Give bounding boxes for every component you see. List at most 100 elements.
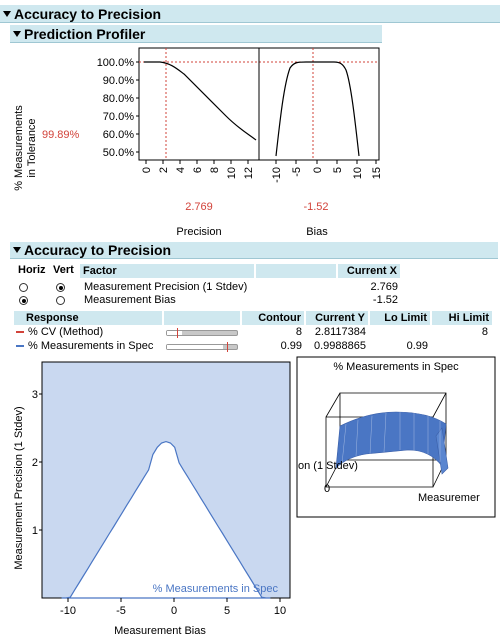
precision-axis-label: Precision bbox=[176, 226, 221, 238]
y-axis-label-line2: in Tolerance bbox=[26, 118, 38, 177]
factor-value[interactable]: 2.769 bbox=[370, 281, 398, 293]
precision-tick: 10 bbox=[226, 167, 238, 179]
hi-limit-header: Hi Limit bbox=[432, 311, 492, 325]
contour-region-label: % Measurements in Spec bbox=[153, 583, 279, 595]
contour-y-tick: 2 bbox=[32, 457, 38, 469]
y-tick: 50.0% bbox=[103, 147, 134, 159]
factor-value[interactable]: -1.52 bbox=[372, 294, 398, 306]
current-x-header-label: Current X bbox=[346, 265, 397, 277]
y-tick: 100.0% bbox=[97, 57, 135, 69]
y-tick: 60.0% bbox=[103, 129, 134, 141]
response-slider[interactable] bbox=[166, 328, 238, 338]
surface-axis-label-right: Measuremer bbox=[418, 492, 480, 504]
contour-x-axis-label: Measurement Bias bbox=[114, 625, 206, 637]
y-tick: 90.0% bbox=[103, 75, 134, 87]
contour-col-label: Contour bbox=[258, 312, 301, 324]
disclosure-icon[interactable] bbox=[13, 30, 21, 37]
lo-limit-label: Lo Limit bbox=[384, 312, 427, 324]
response-slider-fill bbox=[167, 331, 183, 335]
outline-header[interactable]: Accuracy to Precision bbox=[0, 5, 500, 23]
horiz-header: Horiz bbox=[18, 264, 46, 276]
precision-tick: 8 bbox=[209, 167, 221, 173]
response-slider-handle[interactable] bbox=[176, 328, 178, 338]
contour-col-header: Contour bbox=[242, 311, 304, 325]
contour-x-tick: 10 bbox=[274, 605, 286, 617]
horiz-radio-precision[interactable] bbox=[19, 283, 28, 292]
vert-radio-bias[interactable] bbox=[56, 296, 65, 305]
slider-header-spacer bbox=[164, 311, 240, 325]
bias-tick: 0 bbox=[312, 167, 324, 173]
response-slider-handle[interactable] bbox=[227, 342, 229, 352]
bias-tick: 15 bbox=[371, 167, 383, 179]
factor-header: Factor bbox=[80, 264, 254, 278]
precision-tick: 0 bbox=[141, 167, 153, 173]
profiler-title: Prediction Profiler bbox=[24, 25, 146, 42]
contour-title: Accuracy to Precision bbox=[24, 242, 172, 258]
response-swatch bbox=[16, 331, 24, 333]
response-header: Response bbox=[14, 311, 162, 325]
profiler-current-y: 99.89% bbox=[42, 129, 80, 141]
surface-mesh bbox=[335, 411, 449, 475]
contour-y-tick: 3 bbox=[32, 389, 38, 401]
bias-tick: 5 bbox=[332, 167, 344, 173]
surface-axis-label-zero: 0 bbox=[324, 483, 330, 495]
bias-tick: -5 bbox=[291, 167, 303, 177]
precision-tick: 6 bbox=[192, 167, 204, 173]
prediction-profiler: % Measurements in Tolerance 99.89% 100.0… bbox=[13, 47, 383, 238]
factor-name: Measurement Bias bbox=[84, 294, 176, 306]
response-hi-limit[interactable]: 8 bbox=[481, 326, 488, 338]
surface-plot-title: % Measurements in Spec bbox=[333, 361, 459, 373]
vert-header: Vert bbox=[53, 264, 74, 276]
contour-x-tick: 0 bbox=[171, 605, 177, 617]
surface-mesh-lines bbox=[341, 412, 441, 465]
factor-name: Measurement Precision (1 Stdev) bbox=[84, 281, 248, 293]
surface-axis-label-left: on (1 Stdev) bbox=[298, 460, 358, 472]
bias-axis-label: Bias bbox=[306, 226, 328, 238]
current-y-header: Current Y bbox=[306, 311, 368, 325]
horiz-radio-bias[interactable] bbox=[19, 296, 28, 305]
precision-tick: 2 bbox=[158, 167, 170, 173]
factor-header-label: Factor bbox=[83, 265, 117, 277]
contour-y-tick: 1 bbox=[32, 525, 38, 537]
disclosure-icon[interactable] bbox=[3, 10, 11, 17]
contour-x-tick: -10 bbox=[60, 605, 76, 617]
response-slider-fill bbox=[167, 345, 223, 349]
outline-title: Accuracy to Precision bbox=[14, 5, 162, 22]
precision-trace bbox=[144, 61, 257, 141]
precision-tick: 4 bbox=[175, 167, 187, 173]
response-header-label: Response bbox=[26, 312, 79, 324]
response-swatch bbox=[16, 345, 24, 347]
contour-plot[interactable]: Measurement Precision (1 Stdev) % Measur… bbox=[0, 356, 296, 640]
current-x-header: Current X bbox=[338, 264, 400, 278]
response-lo-limit[interactable]: 0.99 bbox=[406, 340, 428, 352]
response-slider[interactable] bbox=[166, 342, 238, 352]
precision-tick: 12 bbox=[243, 167, 255, 179]
contour-x-tick: -5 bbox=[116, 605, 126, 617]
response-current-y: 2.8117384 bbox=[314, 326, 366, 338]
precision-value[interactable]: 2.769 bbox=[185, 201, 213, 213]
hi-limit-label: Hi Limit bbox=[448, 312, 489, 324]
bias-trace bbox=[275, 61, 360, 157]
response-name: % CV (Method) bbox=[28, 326, 104, 338]
profiler-header[interactable]: Prediction Profiler bbox=[10, 25, 382, 43]
profiler-y-axis-label: % Measurements in Tolerance bbox=[13, 105, 38, 191]
contour-y-axis-label: Measurement Precision (1 Stdev) bbox=[13, 406, 25, 569]
response-name: % Measurements in Spec bbox=[28, 340, 154, 352]
y-axis-label-line1: % Measurements bbox=[13, 105, 25, 191]
bias-tick: -10 bbox=[271, 167, 283, 183]
disclosure-icon[interactable] bbox=[13, 247, 21, 253]
vert-radio-precision[interactable] bbox=[56, 283, 65, 292]
precision-panel bbox=[138, 47, 260, 161]
surface-plot[interactable]: % Measurements in Spec on (1 Stdev) 0 Me… bbox=[296, 356, 498, 520]
y-tick: 80.0% bbox=[103, 93, 134, 105]
current-y-label: Current Y bbox=[315, 312, 365, 324]
response-contour[interactable]: 8 bbox=[295, 326, 302, 338]
response-contour[interactable]: 0.99 bbox=[280, 340, 302, 352]
contour-x-tick: 5 bbox=[224, 605, 230, 617]
bias-tick: 10 bbox=[352, 167, 364, 179]
bias-value[interactable]: -1.52 bbox=[303, 201, 328, 213]
response-current-y: 0.9988865 bbox=[314, 340, 366, 352]
contour-in-spec-region bbox=[61, 440, 271, 599]
contour-header[interactable]: Accuracy to Precision bbox=[10, 242, 498, 259]
factor-header-spacer bbox=[256, 264, 336, 278]
